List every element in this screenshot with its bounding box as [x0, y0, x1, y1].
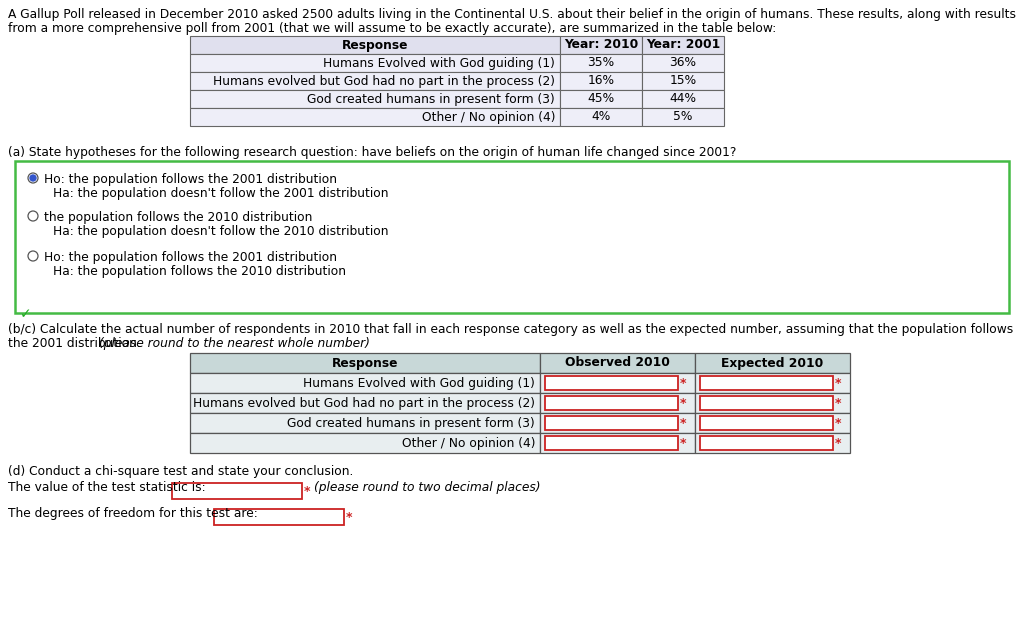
Bar	[700, 436, 833, 450]
Circle shape	[30, 175, 36, 181]
Text: Ha: the population doesn't follow the 2010 distribution: Ha: the population doesn't follow the 20…	[53, 225, 388, 238]
Text: Year: 2010: Year: 2010	[564, 38, 638, 52]
Text: 16%: 16%	[588, 74, 614, 88]
Bar	[540, 373, 695, 393]
Text: *: *	[680, 377, 686, 389]
Bar	[190, 54, 560, 72]
Bar	[545, 416, 678, 430]
Text: Ha: the population doesn't follow the 2001 distribution: Ha: the population doesn't follow the 20…	[53, 187, 388, 200]
Bar	[540, 433, 695, 453]
Bar	[190, 108, 560, 126]
Text: from a more comprehensive poll from 2001 (that we will assume to be exactly accu: from a more comprehensive poll from 2001…	[8, 22, 776, 35]
Text: Year: 2001: Year: 2001	[646, 38, 720, 52]
Text: A Gallup Poll released in December 2010 asked 2500 adults living in the Continen: A Gallup Poll released in December 2010 …	[8, 8, 1016, 21]
Text: The degrees of freedom for this test are:: The degrees of freedom for this test are…	[8, 507, 258, 520]
Bar	[560, 72, 642, 90]
Bar	[642, 72, 724, 90]
Bar	[540, 413, 695, 433]
Text: Ho: the population follows the 2001 distribution: Ho: the population follows the 2001 dist…	[44, 251, 337, 264]
Text: *: *	[304, 485, 310, 497]
Text: Humans evolved but God had no part in the process (2): Humans evolved but God had no part in th…	[213, 74, 555, 88]
Text: *: *	[680, 437, 686, 449]
Bar	[700, 416, 833, 430]
Text: 36%: 36%	[670, 57, 696, 69]
Bar	[190, 90, 560, 108]
Bar	[560, 90, 642, 108]
Bar	[642, 54, 724, 72]
Text: the 2001 distribution.: the 2001 distribution.	[8, 337, 144, 350]
Bar	[560, 36, 642, 54]
Bar	[190, 393, 540, 413]
Text: Humans Evolved with God guiding (1): Humans Evolved with God guiding (1)	[303, 377, 535, 389]
Text: God created humans in present form (3): God created humans in present form (3)	[307, 93, 555, 105]
Text: *: *	[835, 396, 842, 410]
Text: Response: Response	[342, 38, 409, 52]
Bar	[15, 161, 1009, 313]
Bar	[695, 373, 850, 393]
Bar	[695, 433, 850, 453]
Text: *: *	[680, 416, 686, 430]
Text: Ho: the population follows the 2001 distribution: Ho: the population follows the 2001 dist…	[44, 173, 337, 186]
Bar	[540, 353, 695, 373]
Bar	[700, 396, 833, 410]
Text: Humans Evolved with God guiding (1): Humans Evolved with God guiding (1)	[324, 57, 555, 69]
Bar	[190, 413, 540, 433]
Text: *: *	[346, 510, 352, 524]
Bar	[560, 108, 642, 126]
Text: Expected 2010: Expected 2010	[721, 357, 823, 370]
Text: (please round to two decimal places): (please round to two decimal places)	[314, 481, 541, 494]
Text: 15%: 15%	[670, 74, 696, 88]
Bar	[642, 36, 724, 54]
Bar	[642, 90, 724, 108]
Bar	[190, 373, 540, 393]
Bar	[545, 436, 678, 450]
Bar	[545, 376, 678, 390]
Text: Other / No opinion (4): Other / No opinion (4)	[401, 437, 535, 449]
Text: (a) State hypotheses for the following research question: have beliefs on the or: (a) State hypotheses for the following r…	[8, 146, 736, 159]
Text: *: *	[835, 377, 842, 389]
Text: (d) Conduct a chi-square test and state your conclusion.: (d) Conduct a chi-square test and state …	[8, 465, 353, 478]
Bar	[190, 433, 540, 453]
Text: The value of the test statistic is:: The value of the test statistic is:	[8, 481, 206, 494]
Bar	[560, 54, 642, 72]
Bar	[190, 72, 560, 90]
Text: *: *	[835, 437, 842, 449]
Text: 45%: 45%	[588, 93, 614, 105]
Bar	[700, 376, 833, 390]
Bar	[540, 393, 695, 413]
Bar	[190, 36, 560, 54]
Bar	[695, 413, 850, 433]
Text: Ha: the population follows the 2010 distribution: Ha: the population follows the 2010 dist…	[53, 265, 346, 278]
Text: *: *	[835, 416, 842, 430]
Bar	[545, 396, 678, 410]
Text: ✓: ✓	[20, 307, 32, 321]
Text: (please round to the nearest whole number): (please round to the nearest whole numbe…	[99, 337, 370, 350]
Text: 5%: 5%	[674, 110, 692, 124]
Bar	[190, 353, 540, 373]
Bar	[214, 509, 344, 525]
Text: 44%: 44%	[670, 93, 696, 105]
Bar	[172, 483, 302, 499]
Text: *: *	[680, 396, 686, 410]
Text: (b/c) Calculate the actual number of respondents in 2010 that fall in each respo: (b/c) Calculate the actual number of res…	[8, 323, 1014, 336]
Text: the population follows the 2010 distribution: the population follows the 2010 distribu…	[44, 211, 312, 224]
Bar	[695, 393, 850, 413]
Text: Other / No opinion (4): Other / No opinion (4)	[422, 110, 555, 124]
Text: Response: Response	[332, 357, 398, 370]
Text: 4%: 4%	[592, 110, 610, 124]
Bar	[642, 108, 724, 126]
Text: Humans evolved but God had no part in the process (2): Humans evolved but God had no part in th…	[193, 396, 535, 410]
Text: 35%: 35%	[588, 57, 614, 69]
Text: God created humans in present form (3): God created humans in present form (3)	[288, 416, 535, 430]
Bar	[695, 353, 850, 373]
Text: Observed 2010: Observed 2010	[565, 357, 670, 370]
